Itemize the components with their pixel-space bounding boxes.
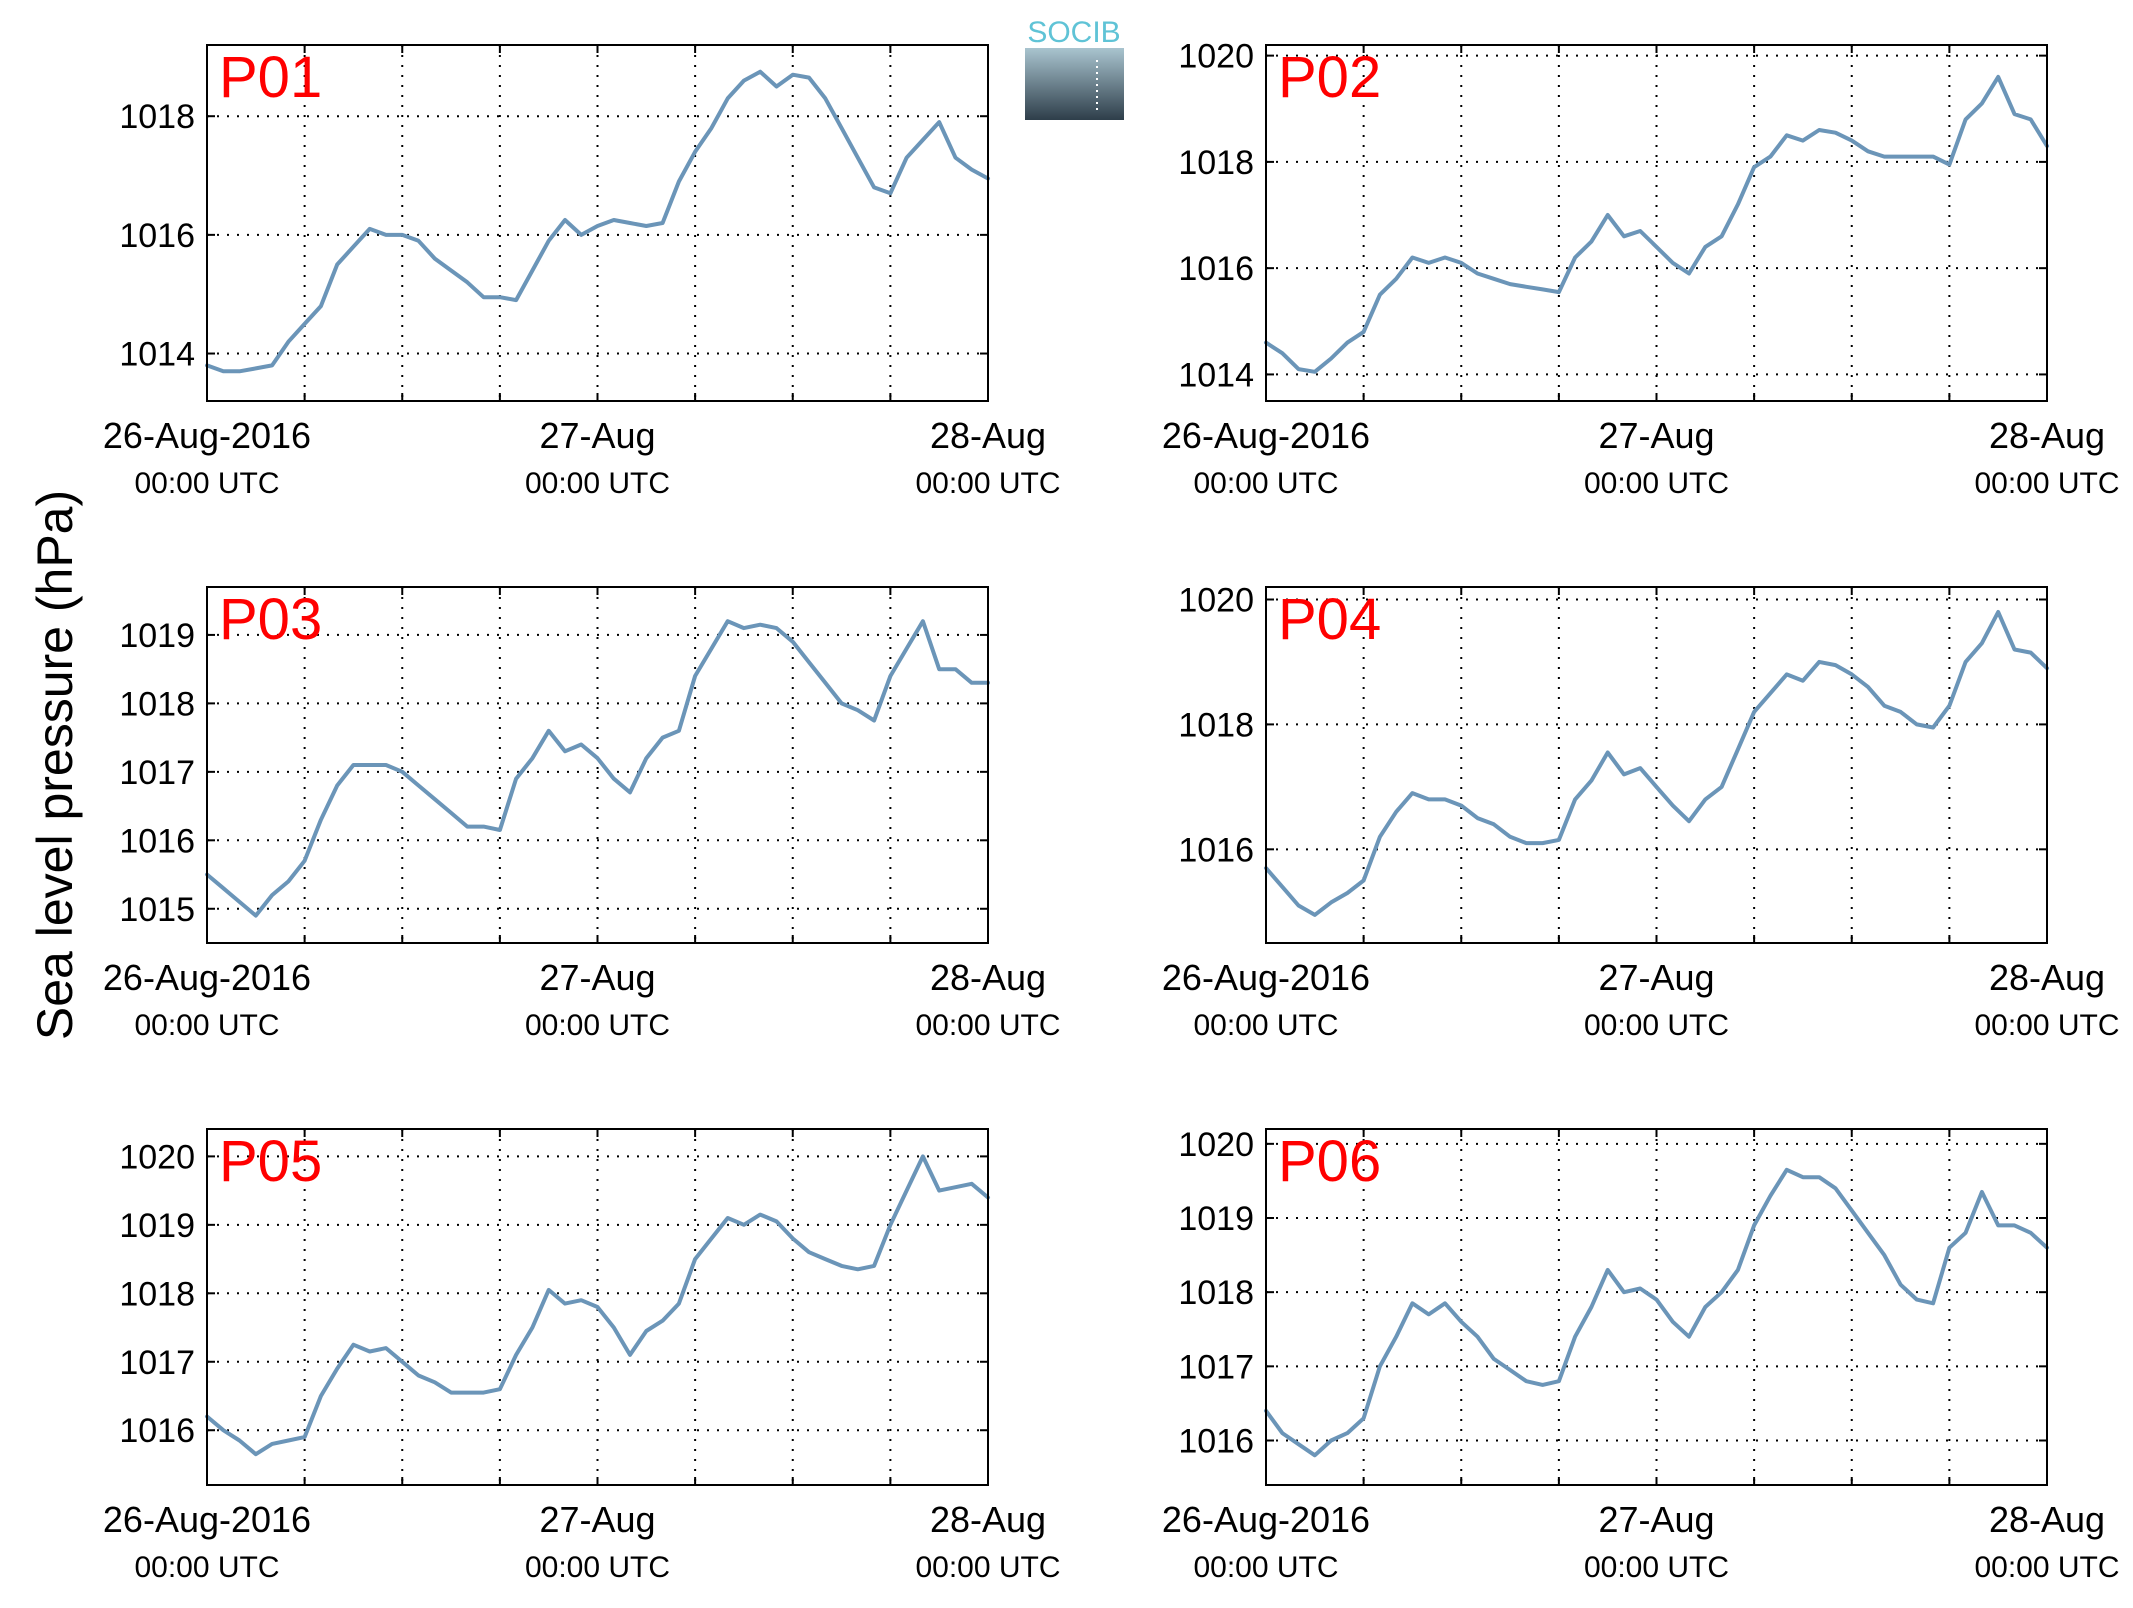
x-tick-time-label: 00:00 UTC	[1974, 1009, 2119, 1042]
series-line-p04	[1264, 610, 2049, 917]
x-tick-time-label: 00:00 UTC	[1193, 1009, 1338, 1042]
x-tick-date-label: 27-Aug	[539, 957, 655, 998]
axes-box	[1265, 1128, 2048, 1486]
x-tick-date-label: 26-Aug-2016	[1162, 415, 1370, 456]
x-tick-date-label: 27-Aug	[539, 1499, 655, 1540]
y-tick-label: 1019	[1178, 1200, 1254, 1238]
x-tick-date-label: 28-Aug	[1989, 957, 2105, 998]
x-tick-time-label: 00:00 UTC	[1193, 1551, 1338, 1584]
y-tick-label: 1016	[1178, 1423, 1254, 1461]
x-tick-time-label: 00:00 UTC	[525, 1551, 670, 1584]
x-tick-date-label: 28-Aug	[1989, 415, 2105, 456]
logo-text: SOCIB	[1027, 16, 1120, 49]
series-line-p06	[1264, 1167, 2049, 1458]
panel-p05: 1016 1017 1018 1019 1020 26-Aug-2016 00:00 UTC…	[103, 1128, 1061, 1584]
x-tick-date-label: 28-Aug	[930, 415, 1046, 456]
x-tick-time-label: 00:00 UTC	[1584, 467, 1729, 500]
panel-p06: 1016 1017 1018 1019 1020 26-Aug-2016 00:00 UTC…	[1162, 1126, 2120, 1584]
x-tick-date-label: 26-Aug-2016	[1162, 957, 1370, 998]
y-tick-label: 1018	[1178, 706, 1254, 744]
x-tick-date-label: 27-Aug	[1598, 415, 1714, 456]
y-tick-label: 1014	[119, 336, 195, 374]
y-tick-label: 1014	[1178, 356, 1254, 394]
panel-label: P06	[1278, 1129, 1381, 1194]
y-tick-label: 1016	[1178, 250, 1254, 288]
panel-label: P04	[1278, 587, 1381, 652]
y-tick-label: 1016	[119, 1412, 195, 1450]
x-tick-date-label: 27-Aug	[539, 415, 655, 456]
x-tick-time-label: 00:00 UTC	[915, 1009, 1060, 1042]
panel-p03: 1015 1016 1017 1018 1019 26-Aug-2016 00:00 UTC…	[103, 586, 1061, 1042]
x-tick-time-label: 00:00 UTC	[1974, 467, 2119, 500]
y-tick-label: 1019	[119, 617, 195, 655]
y-tick-label: 1020	[1178, 38, 1254, 76]
x-tick-date-label: 26-Aug-2016	[103, 1499, 311, 1540]
x-tick-time-label: 00:00 UTC	[525, 467, 670, 500]
y-tick-label: 1019	[119, 1207, 195, 1245]
x-tick-date-label: 28-Aug	[930, 1499, 1046, 1540]
x-tick-time-label: 00:00 UTC	[915, 1551, 1060, 1584]
logo-gradient-block	[1025, 48, 1124, 120]
series-line-p02	[1264, 74, 2049, 374]
panel-label: P05	[219, 1129, 322, 1194]
x-tick-date-label: 26-Aug-2016	[103, 415, 311, 456]
x-tick-time-label: 00:00 UTC	[134, 467, 279, 500]
series-line-p05	[205, 1154, 990, 1457]
y-axis-label: Sea level pressure (hPa)	[27, 490, 83, 1040]
y-tick-label: 1020	[1178, 1126, 1254, 1164]
axes-box	[206, 586, 989, 944]
y-tick-label: 1018	[119, 98, 195, 136]
y-tick-label: 1017	[119, 1344, 195, 1382]
y-tick-label: 1016	[1178, 831, 1254, 869]
y-tick-label: 1017	[1178, 1348, 1254, 1386]
panel-p04: 1016 1018 1020 26-Aug-2016 00:00 UTC 27-Aug 00…	[1162, 581, 2120, 1042]
y-tick-label: 1017	[119, 754, 195, 792]
y-tick-label: 1018	[119, 685, 195, 723]
y-tick-label: 1016	[119, 822, 195, 860]
axes-box	[206, 44, 989, 402]
x-tick-time-label: 00:00 UTC	[1974, 1551, 2119, 1584]
axes-box	[206, 1128, 989, 1486]
y-tick-label: 1018	[119, 1275, 195, 1313]
panel-label: P03	[219, 587, 322, 652]
x-tick-time-label: 00:00 UTC	[134, 1009, 279, 1042]
y-tick-label: 1020	[119, 1138, 195, 1176]
x-tick-date-label: 28-Aug	[1989, 1499, 2105, 1540]
y-tick-label: 1015	[119, 891, 195, 929]
x-tick-time-label: 00:00 UTC	[1584, 1551, 1729, 1584]
x-tick-time-label: 00:00 UTC	[134, 1551, 279, 1584]
y-tick-label: 1018	[1178, 1274, 1254, 1312]
x-tick-date-label: 27-Aug	[1598, 1499, 1714, 1540]
x-tick-date-label: 27-Aug	[1598, 957, 1714, 998]
socib-logo: SOCIB	[1025, 16, 1124, 120]
y-tick-label: 1018	[1178, 144, 1254, 182]
axes-box	[1265, 44, 2048, 402]
x-tick-time-label: 00:00 UTC	[1193, 467, 1338, 500]
series-line-p01	[205, 69, 990, 374]
x-tick-time-label: 00:00 UTC	[915, 467, 1060, 500]
panel-p01: 1014 1016 1018 26-Aug-2016 00:00 UTC 27-Aug 00…	[103, 44, 1061, 500]
x-tick-time-label: 00:00 UTC	[525, 1009, 670, 1042]
panel-label: P02	[1278, 45, 1381, 110]
axes-box	[1265, 586, 2048, 944]
x-tick-date-label: 28-Aug	[930, 957, 1046, 998]
x-tick-date-label: 26-Aug-2016	[1162, 1499, 1370, 1540]
x-tick-date-label: 26-Aug-2016	[103, 957, 311, 998]
panel-label: P01	[219, 45, 322, 110]
x-tick-time-label: 00:00 UTC	[1584, 1009, 1729, 1042]
y-tick-label: 1020	[1178, 581, 1254, 619]
y-tick-label: 1016	[119, 217, 195, 255]
series-line-p03	[205, 619, 990, 918]
panel-p02: 1014 1016 1018 1020 26-Aug-2016 00:00 UTC 27-A…	[1162, 38, 2120, 500]
